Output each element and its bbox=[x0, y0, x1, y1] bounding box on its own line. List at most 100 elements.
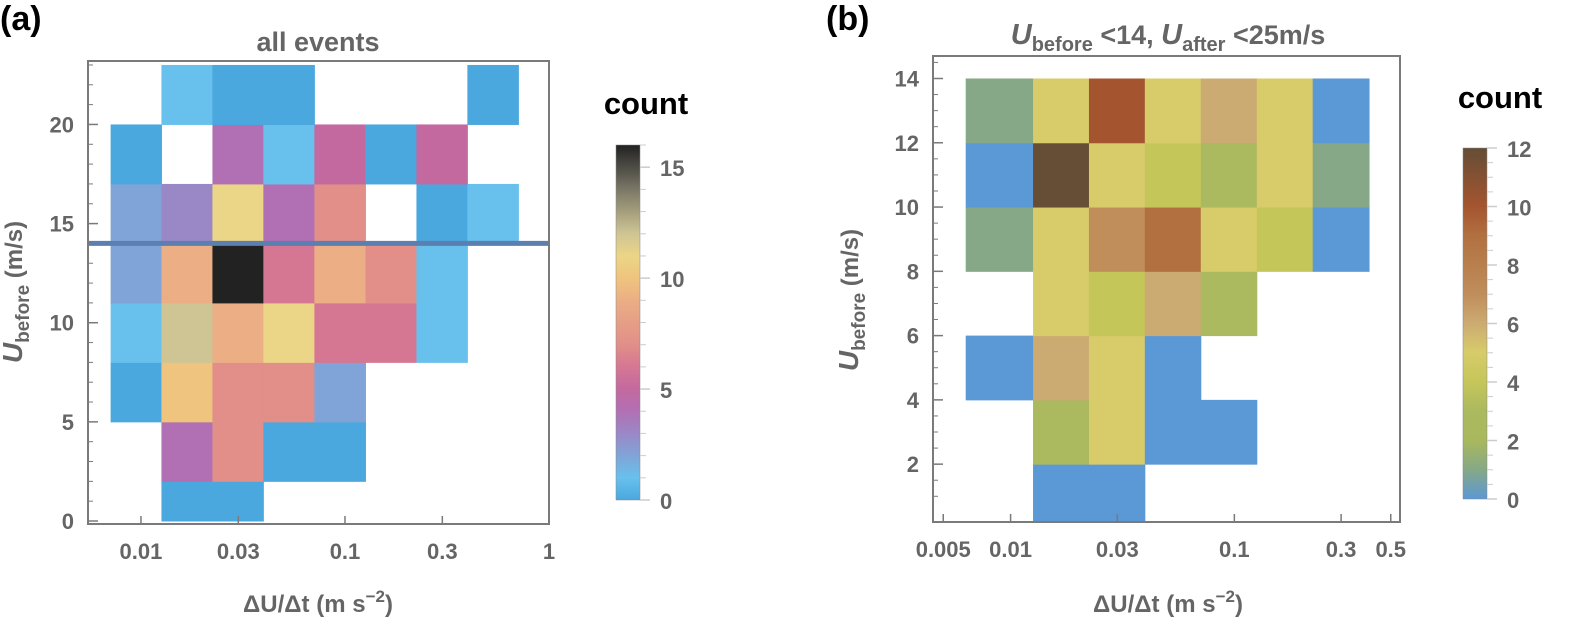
panel-b-ticks: 0.005 0.01 0.03 0.1 0.3 0.5 2 4 6 8 10 12 14 bbox=[895, 61, 1406, 562]
heatmap-cell bbox=[1088, 207, 1146, 272]
x-tick-label: 0.03 bbox=[1096, 537, 1139, 562]
panel-a-label: (a) bbox=[0, 0, 42, 38]
heatmap-cell bbox=[1033, 271, 1090, 337]
heatmap-cell bbox=[1033, 142, 1090, 208]
heatmap-cell bbox=[1144, 207, 1202, 272]
colorbar-tick-label: 4 bbox=[1507, 371, 1520, 396]
y-tick-label: 8 bbox=[907, 259, 919, 284]
heatmap-cell bbox=[263, 124, 315, 185]
colorbar-b-title: count bbox=[1458, 80, 1542, 115]
heatmap-cell bbox=[1144, 78, 1202, 144]
x-tick-label: 0.03 bbox=[217, 539, 260, 564]
heatmap-cell bbox=[263, 421, 315, 482]
heatmap-cell bbox=[263, 183, 315, 244]
heatmap-cell bbox=[467, 183, 519, 244]
panel-b-ylabel: Ubefore (m/s) bbox=[833, 229, 870, 371]
heatmap-cell bbox=[365, 124, 417, 185]
heatmap-cell bbox=[1144, 271, 1202, 337]
colorbar-tick-label: 0 bbox=[1507, 488, 1519, 513]
heatmap-cell bbox=[110, 362, 162, 423]
panel-a-title: all events bbox=[256, 27, 379, 57]
heatmap-cell bbox=[161, 243, 213, 304]
heatmap-cell bbox=[416, 124, 468, 185]
panel-a-xlabel: ΔU/Δt (m s−2) bbox=[243, 587, 393, 618]
heatmap-cell bbox=[263, 302, 315, 363]
x-tick-label: 0.005 bbox=[916, 537, 971, 562]
heatmap-cell bbox=[1312, 78, 1370, 144]
heatmap-cell bbox=[467, 64, 519, 125]
heatmap-cell bbox=[1088, 271, 1146, 337]
heatmap-cell bbox=[212, 243, 264, 304]
heatmap-cell bbox=[314, 362, 366, 423]
heatmap-cell bbox=[1200, 78, 1258, 144]
heatmap-cell bbox=[161, 421, 213, 482]
heatmap-cell bbox=[1144, 399, 1202, 465]
heatmap-cell bbox=[161, 481, 213, 522]
heatmap-cell bbox=[161, 362, 213, 423]
y-tick-label: 14 bbox=[895, 66, 920, 91]
heatmap-cell bbox=[212, 64, 264, 125]
heatmap-cell bbox=[212, 302, 264, 363]
heatmap-cell bbox=[110, 302, 162, 363]
heatmap-cell bbox=[1312, 142, 1370, 208]
heatmap-cell bbox=[1033, 335, 1090, 401]
colorbar-tick-label: 12 bbox=[1507, 137, 1531, 162]
heatmap-cell bbox=[1033, 78, 1090, 144]
colorbar-tick-label: 6 bbox=[1507, 313, 1519, 338]
heatmap-cell bbox=[1144, 335, 1202, 401]
heatmap-cell bbox=[212, 481, 264, 522]
heatmap-cell bbox=[1033, 207, 1090, 272]
panel-a-cells bbox=[110, 64, 519, 522]
y-tick-label: 12 bbox=[895, 131, 919, 156]
colorbar-a: 0 5 10 15 bbox=[615, 144, 684, 514]
heatmap-cell bbox=[314, 183, 366, 244]
heatmap-cell bbox=[365, 243, 417, 304]
heatmap-cell bbox=[965, 335, 1034, 401]
heatmap-cell bbox=[1088, 335, 1146, 401]
heatmap-cell bbox=[416, 183, 468, 244]
heatmap-cell bbox=[1033, 399, 1090, 465]
heatmap-cell bbox=[212, 124, 264, 185]
heatmap-cell bbox=[212, 421, 264, 482]
heatmap-cell bbox=[110, 124, 162, 185]
panel-a-ylabel: Ubefore (m/s) bbox=[0, 221, 34, 363]
x-tick-label: 0.01 bbox=[989, 537, 1032, 562]
heatmap-cell bbox=[212, 183, 264, 244]
heatmap-cell bbox=[1200, 399, 1258, 465]
x-tick-label: 0.5 bbox=[1375, 537, 1406, 562]
heatmap-cell bbox=[1088, 78, 1146, 144]
colorbar-tick-label: 10 bbox=[1507, 196, 1531, 221]
x-tick-label: 0.1 bbox=[1219, 537, 1250, 562]
colorbar-gradient bbox=[1462, 147, 1488, 500]
colorbar-tick-label: 8 bbox=[1507, 254, 1519, 279]
heatmap-cell bbox=[110, 243, 162, 304]
panel-b-cells bbox=[965, 78, 1370, 523]
heatmap-cell bbox=[1088, 464, 1146, 523]
heatmap-cell bbox=[1312, 207, 1370, 272]
colorbar-tick-label: 2 bbox=[1507, 430, 1519, 455]
panel-b: (b) Ubefore <14, Uafter <25m/s 0.005 0.01… bbox=[826, 0, 1542, 618]
heatmap-cell bbox=[161, 183, 213, 244]
heatmap-cell bbox=[1200, 271, 1258, 337]
colorbar-tick-label: 5 bbox=[660, 378, 672, 403]
heatmap-cell bbox=[1200, 142, 1258, 208]
heatmap-cell bbox=[1033, 464, 1090, 523]
y-tick-label: 0 bbox=[62, 509, 74, 534]
heatmap-cell bbox=[263, 362, 315, 423]
y-tick-label: 15 bbox=[50, 212, 74, 237]
heatmap-cell bbox=[1256, 78, 1314, 144]
colorbar-tick-label: 0 bbox=[660, 489, 672, 514]
heatmap-cell bbox=[965, 78, 1034, 144]
heatmap-cell bbox=[416, 302, 468, 363]
heatmap-cell bbox=[314, 243, 366, 304]
heatmap-cell bbox=[416, 243, 468, 304]
panel-b-xlabel: ΔU/Δt (m s−2) bbox=[1093, 587, 1243, 618]
x-tick-label: 0.3 bbox=[1326, 537, 1357, 562]
heatmap-cell bbox=[965, 207, 1034, 272]
heatmap-cell bbox=[263, 64, 315, 125]
panel-b-frame bbox=[932, 55, 1401, 523]
x-tick-label: 0.01 bbox=[120, 539, 163, 564]
panel-a-frame bbox=[87, 60, 550, 525]
